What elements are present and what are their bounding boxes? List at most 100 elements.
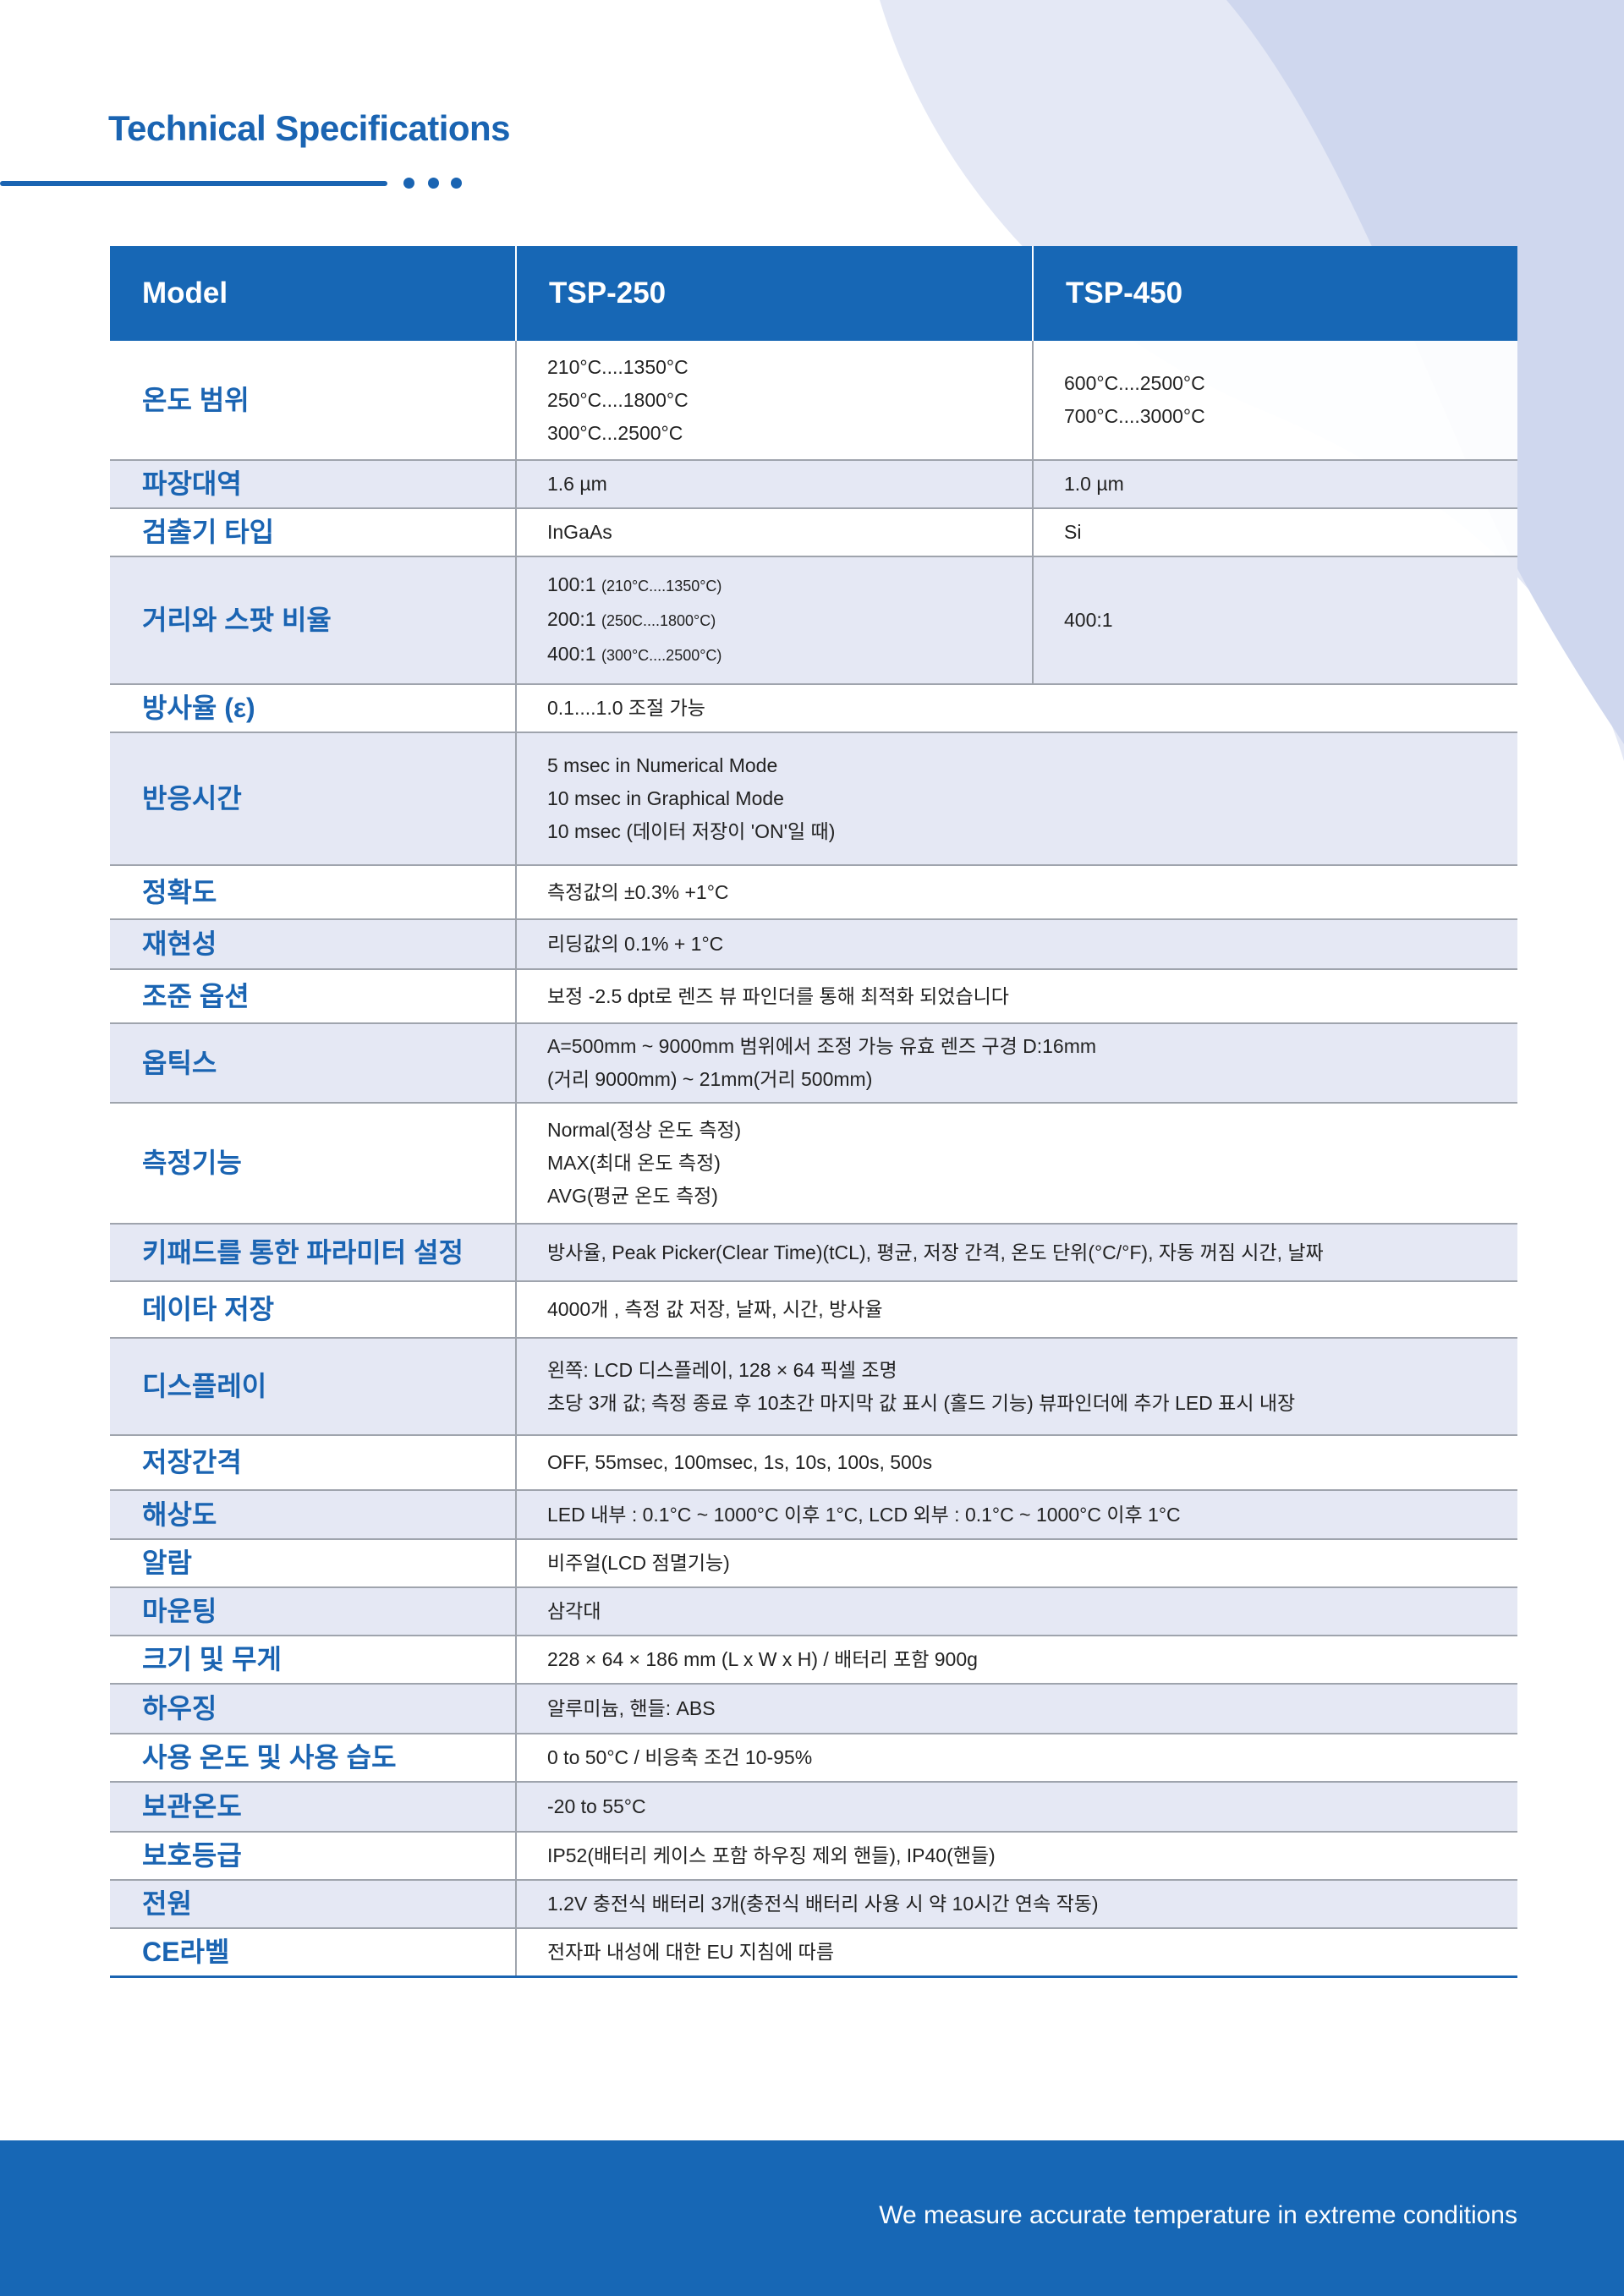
spec-label: 사용 온도 및 사용 습도 [110, 1734, 517, 1783]
value-line: 비주얼(LCD 점멸기능) [547, 1552, 730, 1574]
value-line: 228 × 64 × 186 mm (L x W x H) / 배터리 포함 9… [547, 1648, 978, 1670]
value-line: 1.6 µm [547, 473, 607, 495]
spec-value: 왼쪽: LCD 디스플레이, 128 × 64 픽셀 조명 초당 3개 값; 측정… [516, 1338, 1517, 1436]
spec-label: 거리와 스팟 비율 [110, 556, 517, 685]
spec-value: 100:1 (210°C....1350°C) 200:1 (250C....18… [516, 556, 1034, 685]
spec-value: OFF, 55msec, 100msec, 1s, 10s, 100s, 500… [516, 1435, 1517, 1491]
value-line: AVG(평균 온도 측정) [547, 1185, 718, 1207]
value-line: 5 msec in Numerical Mode [547, 754, 778, 776]
spec-value: 600°C....2500°C 700°C....3000°C [1033, 341, 1517, 461]
table-row: 데이타 저장 4000개 , 측정 값 저장, 날짜, 시간, 방사율 [110, 1281, 1517, 1339]
spec-value: 228 × 64 × 186 mm (L x W x H) / 배터리 포함 9… [516, 1636, 1517, 1685]
table-row: 거리와 스팟 비율 100:1 (210°C....1350°C) 200:1 (2… [110, 556, 1517, 685]
table-header: Model TSP-250 TSP-450 [110, 246, 1517, 341]
table-row: 반응시간 5 msec in Numerical Mode 10 msec in G… [110, 732, 1517, 866]
spec-label: 보호등급 [110, 1832, 517, 1881]
table-row: 방사율 (ε) 0.1....1.0 조절 가능 [110, 684, 1517, 733]
value-line: 전자파 내성에 대한 EU 지침에 따름 [547, 1940, 834, 1963]
spec-value: 1.2V 충전식 배터리 3개(충전식 배터리 사용 시 약 10시간 연속 작… [516, 1880, 1517, 1929]
value-line: 보정 -2.5 dpt로 렌즈 뷰 파인더를 통해 최적화 되었습니다 [547, 984, 1009, 1007]
ratio: 100:1 [547, 573, 596, 595]
spec-value: InGaAs [516, 508, 1034, 557]
ratio: 200:1 [547, 608, 596, 630]
spec-value: LED 내부 : 0.1°C ~ 1000°C 이후 1°C, LCD 외부 :… [516, 1490, 1517, 1540]
spec-label: 해상도 [110, 1490, 517, 1540]
table-row: 사용 온도 및 사용 습도 0 to 50°C / 비응축 조건 10-95% [110, 1734, 1517, 1783]
spec-value: 전자파 내성에 대한 EU 지침에 따름 [516, 1928, 1517, 1978]
spec-label: 파장대역 [110, 460, 517, 509]
spec-value: 400:1 [1033, 556, 1517, 685]
ratio: 400:1 [547, 643, 596, 665]
spec-value: 삼각대 [516, 1587, 1517, 1636]
value-line: 리딩값의 0.1% + 1°C [547, 933, 724, 955]
table-row: 정확도 측정값의 ±0.3% +1°C [110, 865, 1517, 920]
spec-value: 보정 -2.5 dpt로 렌즈 뷰 파인더를 통해 최적화 되었습니다 [516, 969, 1517, 1024]
value-line: 250°C....1800°C [547, 388, 689, 411]
spec-label: 보관온도 [110, 1782, 517, 1833]
spec-value: 비주얼(LCD 점멸기능) [516, 1539, 1517, 1588]
value-line: 300°C...2500°C [547, 421, 683, 444]
value-line: 1.0 µm [1064, 473, 1124, 495]
spec-label: 저장간격 [110, 1435, 517, 1491]
value-line: 방사율, Peak Picker(Clear Time)(tCL), 평균, 저… [547, 1241, 1324, 1263]
ratio-range: (210°C....1350°C) [601, 578, 722, 595]
table-row: 알람 비주얼(LCD 점멸기능) [110, 1539, 1517, 1588]
value-line: 초당 3개 값; 측정 종료 후 10초간 마지막 값 표시 (홀드 기능) 뷰… [547, 1391, 1296, 1414]
table-row: 마운팅 삼각대 [110, 1587, 1517, 1636]
dot-decoration [403, 178, 414, 189]
table-row: 조준 옵션 보정 -2.5 dpt로 렌즈 뷰 파인더를 통해 최적화 되었습니다 [110, 969, 1517, 1024]
value-line: 측정값의 ±0.3% +1°C [547, 880, 729, 903]
spec-value: 측정값의 ±0.3% +1°C [516, 865, 1517, 920]
value-line: 4000개 , 측정 값 저장, 날짜, 시간, 방사율 [547, 1298, 883, 1320]
table-row: 저장간격 OFF, 55msec, 100msec, 1s, 10s, 100s,… [110, 1435, 1517, 1491]
spec-value: 1.0 µm [1033, 460, 1517, 509]
spec-value: 5 msec in Numerical Mode 10 msec in Graph… [516, 732, 1517, 866]
dot-decoration [428, 178, 439, 189]
title-underline [0, 181, 387, 186]
value-line: 200:1 (250C....1800°C) [547, 603, 1032, 638]
footer-banner: We measure accurate temperature in extre… [0, 2140, 1624, 2296]
value-line: 210°C....1350°C [547, 355, 689, 378]
spec-label: 온도 범위 [110, 341, 517, 461]
value-line: 100:1 (210°C....1350°C) [547, 568, 1032, 603]
header-model: Model [110, 246, 517, 341]
spec-label: 데이타 저장 [110, 1281, 517, 1339]
spec-value: 210°C....1350°C 250°C....1800°C 300°C...25… [516, 341, 1034, 461]
value-line: 10 msec in Graphical Mode [547, 787, 784, 809]
value-line: 0.1....1.0 조절 가능 [547, 697, 705, 719]
value-line: 0 to 50°C / 비응축 조건 10-95% [547, 1746, 813, 1768]
table-row: 재현성 리딩값의 0.1% + 1°C [110, 919, 1517, 970]
spec-label: 방사율 (ε) [110, 684, 517, 733]
table-row: 전원 1.2V 충전식 배터리 3개(충전식 배터리 사용 시 약 10시간 연속… [110, 1880, 1517, 1929]
table-row: 옵틱스 A=500mm ~ 9000mm 범위에서 조정 가능 유효 렌즈 구경 … [110, 1023, 1517, 1104]
spec-value: IP52(배터리 케이스 포함 하우징 제외 핸들), IP40(핸들) [516, 1832, 1517, 1881]
spec-value: 방사율, Peak Picker(Clear Time)(tCL), 평균, 저… [516, 1224, 1517, 1282]
value-line: OFF, 55msec, 100msec, 1s, 10s, 100s, 500… [547, 1451, 933, 1473]
spec-label: CE라벨 [110, 1928, 517, 1978]
spec-label: 디스플레이 [110, 1338, 517, 1436]
spec-value: 1.6 µm [516, 460, 1034, 509]
table-row: 검출기 타입 InGaAs Si [110, 508, 1517, 557]
spec-label: 반응시간 [110, 732, 517, 866]
spec-label: 검출기 타입 [110, 508, 517, 557]
spec-value: Si [1033, 508, 1517, 557]
spec-label: 하우징 [110, 1684, 517, 1734]
spec-label: 정확도 [110, 865, 517, 920]
table-row: 파장대역 1.6 µm 1.0 µm [110, 460, 1517, 509]
value-line: LED 내부 : 0.1°C ~ 1000°C 이후 1°C, LCD 외부 :… [547, 1503, 1181, 1526]
spec-value: A=500mm ~ 9000mm 범위에서 조정 가능 유효 렌즈 구경 D:1… [516, 1023, 1517, 1104]
spec-value: 리딩값의 0.1% + 1°C [516, 919, 1517, 970]
table-row: CE라벨 전자파 내성에 대한 EU 지침에 따름 [110, 1928, 1517, 1978]
value-line: MAX(최대 온도 측정) [547, 1152, 721, 1174]
spec-label: 알람 [110, 1539, 517, 1588]
value-line: A=500mm ~ 9000mm 범위에서 조정 가능 유효 렌즈 구경 D:1… [547, 1035, 1097, 1057]
spec-table: Model TSP-250 TSP-450 온도 범위 210°C....1350… [110, 246, 1517, 1978]
table-row: 키패드를 통한 파라미터 설정 방사율, Peak Picker(Clear Ti… [110, 1224, 1517, 1282]
value-line: 1.2V 충전식 배터리 3개(충전식 배터리 사용 시 약 10시간 연속 작… [547, 1893, 1099, 1915]
value-line: 삼각대 [547, 1600, 601, 1622]
spec-label: 키패드를 통한 파라미터 설정 [110, 1224, 517, 1282]
spec-label: 전원 [110, 1880, 517, 1929]
spec-label: 크기 및 무게 [110, 1636, 517, 1685]
spec-value: 4000개 , 측정 값 저장, 날짜, 시간, 방사율 [516, 1281, 1517, 1339]
table-row: 크기 및 무게 228 × 64 × 186 mm (L x W x H) / 배… [110, 1636, 1517, 1685]
